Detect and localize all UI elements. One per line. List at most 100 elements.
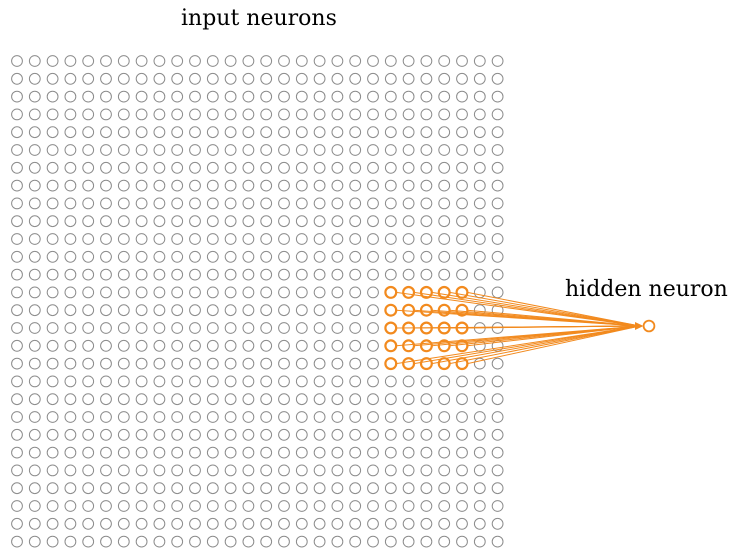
connection-line — [467, 325, 641, 365]
input-neuron — [206, 90, 219, 103]
input-neuron — [100, 339, 112, 352]
input-neuron — [384, 375, 397, 388]
input-neuron — [456, 393, 468, 406]
input-neuron — [206, 250, 219, 263]
input-neuron — [153, 322, 166, 334]
input-neuron — [46, 55, 59, 67]
input-neuron — [349, 268, 362, 281]
input-neuron — [171, 215, 184, 228]
input-neuron — [313, 517, 326, 530]
input-neuron — [100, 428, 112, 441]
input-neuron — [153, 161, 166, 174]
input-neuron — [278, 215, 290, 228]
input-neuron — [349, 179, 362, 192]
input-neuron — [456, 72, 468, 85]
input-neuron — [135, 482, 148, 495]
input-neuron — [153, 339, 166, 352]
input-neuron — [367, 339, 379, 352]
input-neuron — [171, 446, 184, 459]
input-neuron — [260, 482, 273, 495]
input-neuron — [242, 179, 255, 192]
input-neuron — [473, 268, 486, 281]
receptive-field-neuron — [419, 303, 433, 317]
input-neuron — [331, 322, 344, 334]
input-neuron — [295, 411, 308, 423]
input-neuron — [153, 197, 166, 210]
input-neuron — [206, 500, 219, 512]
input-neuron — [135, 233, 148, 245]
input-neuron — [295, 197, 308, 210]
input-neuron — [117, 215, 130, 228]
input-neuron — [420, 179, 433, 192]
input-neuron — [135, 250, 148, 263]
input-neuron — [278, 339, 290, 352]
input-neuron — [64, 250, 77, 263]
input-neuron — [189, 500, 201, 512]
input-neuron — [367, 535, 379, 548]
input-neuron — [224, 179, 237, 192]
input-neuron — [100, 144, 112, 156]
input-neuron — [278, 446, 290, 459]
input-neuron — [384, 428, 397, 441]
input-neuron — [206, 446, 219, 459]
input-neuron — [153, 393, 166, 406]
input-neuron — [224, 322, 237, 334]
input-neuron — [64, 144, 77, 156]
input-neuron — [206, 304, 219, 317]
input-neuron — [171, 250, 184, 263]
input-neuron — [46, 250, 59, 263]
input-neuron — [46, 126, 59, 139]
input-neuron — [349, 233, 362, 245]
input-neuron — [456, 482, 468, 495]
input-neuron — [11, 197, 23, 210]
input-neuron — [224, 215, 237, 228]
input-neuron — [242, 357, 255, 370]
input-neuron — [438, 55, 451, 67]
input-neuron — [456, 179, 468, 192]
input-neuron — [171, 428, 184, 441]
input-neuron — [367, 428, 379, 441]
input-neuron — [82, 215, 95, 228]
input-neuron — [260, 215, 273, 228]
input-neuron — [153, 464, 166, 477]
input-neuron — [331, 482, 344, 495]
input-neuron — [100, 161, 112, 174]
input-neuron — [260, 179, 273, 192]
input-neuron — [153, 126, 166, 139]
input-neuron — [64, 72, 77, 85]
input-neuron — [153, 500, 166, 512]
input-neuron — [189, 286, 201, 299]
input-neuron — [206, 411, 219, 423]
input-neuron — [171, 339, 184, 352]
receptive-field-neuron — [402, 303, 416, 317]
input-neuron — [402, 268, 415, 281]
input-neuron — [64, 482, 77, 495]
input-neuron — [46, 446, 59, 459]
input-neuron — [117, 144, 130, 156]
input-neuron — [491, 90, 504, 103]
input-neuron — [473, 126, 486, 139]
input-neuron — [206, 268, 219, 281]
input-neuron — [367, 197, 379, 210]
input-neuron — [295, 144, 308, 156]
connection-line — [431, 325, 641, 365]
input-neuron — [295, 428, 308, 441]
input-neuron — [64, 322, 77, 334]
input-neuron — [28, 535, 41, 548]
input-neuron — [456, 233, 468, 245]
input-neuron — [384, 464, 397, 477]
input-neuron — [367, 500, 379, 512]
input-neuron — [206, 72, 219, 85]
input-neuron — [82, 375, 95, 388]
input-neuron — [153, 357, 166, 370]
input-neuron — [224, 268, 237, 281]
input-neuron — [242, 322, 255, 334]
input-neuron — [11, 179, 23, 192]
input-neuron — [28, 393, 41, 406]
input-neuron — [349, 90, 362, 103]
input-neuron — [171, 108, 184, 121]
input-neuron — [28, 446, 41, 459]
receptive-field-neuron — [419, 339, 433, 353]
input-neuron — [278, 197, 290, 210]
input-neuron — [117, 535, 130, 548]
